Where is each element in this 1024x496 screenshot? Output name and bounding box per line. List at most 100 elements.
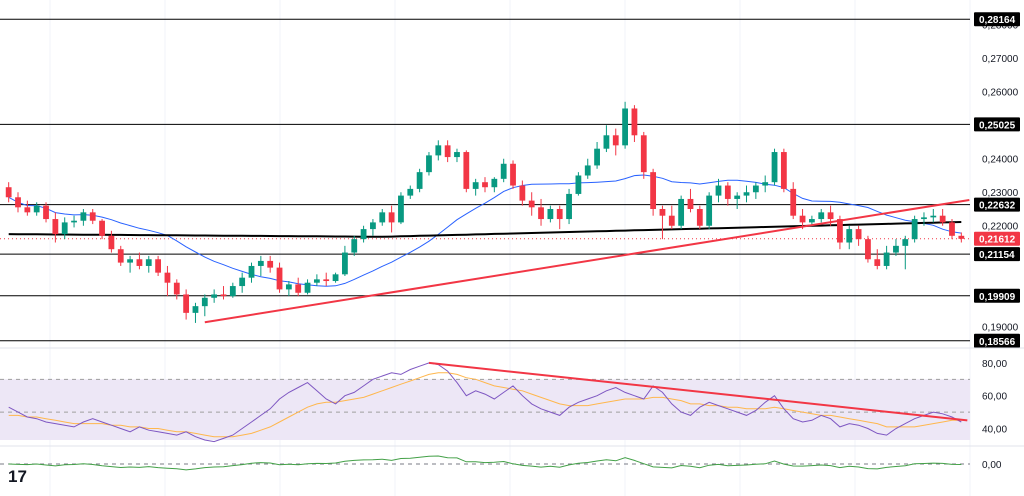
- candles: [5, 101, 965, 323]
- oscillator-indicator: [0, 455, 970, 471]
- candle-body: [117, 249, 124, 263]
- candle-body: [865, 239, 871, 260]
- level-badge-label: 0,21154: [979, 250, 1015, 261]
- candle-body: [808, 219, 815, 223]
- price-axis: 0,280000,270000,260000,240000,230000,220…: [0, 12, 1024, 471]
- candle-body: [257, 260, 264, 266]
- level-badge: [974, 288, 1020, 303]
- rsi-tick-label: 80,00: [982, 359, 1007, 370]
- candle-body: [790, 188, 797, 216]
- candle-body: [313, 279, 320, 283]
- candle-body: [173, 282, 180, 295]
- rsi-band: [0, 378, 970, 440]
- candle-body: [958, 235, 965, 239]
- candle-body: [472, 182, 479, 189]
- candle-body: [416, 172, 423, 189]
- candle-body: [379, 212, 386, 223]
- candle-body: [762, 182, 769, 186]
- candle-body: [949, 222, 955, 236]
- candle-body: [71, 220, 77, 223]
- candle-body: [342, 252, 348, 275]
- candle-body: [939, 215, 946, 223]
- candle-body: [519, 185, 526, 201]
- candle-body: [370, 222, 376, 230]
- candle-body: [734, 195, 741, 199]
- trendlines: [204, 198, 970, 324]
- rsi-trendline: [428, 361, 968, 422]
- tradingview-logo: 17: [8, 467, 27, 486]
- candle-body: [80, 212, 87, 221]
- candle-body: [547, 208, 554, 220]
- candle-body: [743, 192, 750, 196]
- candle-body: [435, 145, 442, 156]
- candle-body: [183, 294, 190, 313]
- candle-body: [818, 212, 825, 220]
- candle-body: [855, 229, 862, 240]
- candle-body: [323, 279, 330, 282]
- candle-body: [295, 284, 302, 293]
- candle-body: [407, 188, 414, 196]
- candle-body: [566, 193, 572, 220]
- candle-body: [89, 212, 96, 221]
- candle-body: [612, 135, 619, 146]
- candle-body: [360, 229, 367, 240]
- horizontal-levels: [0, 18, 970, 342]
- candle-body: [696, 208, 703, 226]
- candle-body: [930, 215, 937, 218]
- candle-body: [276, 267, 283, 290]
- candle-body: [528, 200, 535, 208]
- candle-body: [678, 198, 685, 226]
- candle-body: [724, 185, 731, 199]
- candle-body: [668, 215, 675, 226]
- candle-body: [771, 152, 778, 183]
- candle-body: [752, 185, 759, 193]
- candle-body: [61, 222, 68, 235]
- price-trendline: [204, 198, 970, 324]
- candle-body: [33, 205, 40, 213]
- candle-body: [902, 239, 909, 246]
- candle-body: [267, 260, 274, 268]
- candle-body: [799, 215, 806, 223]
- candle-body: [43, 205, 49, 220]
- oscillator-tick-label: 0,00: [982, 460, 1002, 471]
- rsi-tick-label: 60,00: [982, 392, 1007, 403]
- candle-body: [687, 198, 694, 209]
- candle-body: [304, 282, 311, 293]
- candle-body: [463, 152, 470, 189]
- candle-body: [650, 172, 657, 209]
- candle-body: [575, 175, 582, 194]
- candle-body: [248, 265, 255, 278]
- candle-body: [136, 259, 143, 266]
- price-tick-label: 0,23000: [982, 188, 1019, 199]
- candle-body: [398, 195, 404, 223]
- candle-body: [622, 108, 628, 146]
- level-badge: [974, 12, 1020, 27]
- price-tick-label: 0,19000: [982, 322, 1019, 333]
- current-price-label: 0,21612: [979, 235, 1016, 246]
- candle-body: [108, 235, 115, 250]
- level-badge: [974, 247, 1020, 262]
- rsi-indicator: [8, 361, 968, 443]
- candle-body: [454, 152, 460, 158]
- candle-body: [127, 259, 133, 263]
- candle-body: [837, 219, 843, 243]
- price-tick-label: 0,22000: [982, 222, 1019, 233]
- candle-body: [631, 108, 638, 136]
- candle-body: [99, 220, 105, 236]
- rsi-tick-label: 40,00: [982, 425, 1007, 436]
- level-badge: [974, 333, 1020, 348]
- candle-body: [921, 217, 927, 220]
- candle-body: [482, 182, 488, 188]
- candle-body: [827, 212, 834, 220]
- candle-body: [52, 219, 59, 235]
- candle-body: [155, 259, 162, 273]
- candle-body: [715, 185, 722, 196]
- candle-body: [640, 135, 647, 173]
- candle-body: [332, 274, 339, 282]
- candle-body: [780, 152, 787, 189]
- candle-body: [229, 286, 236, 297]
- oscillator-line: [8, 455, 962, 471]
- candle-body: [285, 284, 292, 290]
